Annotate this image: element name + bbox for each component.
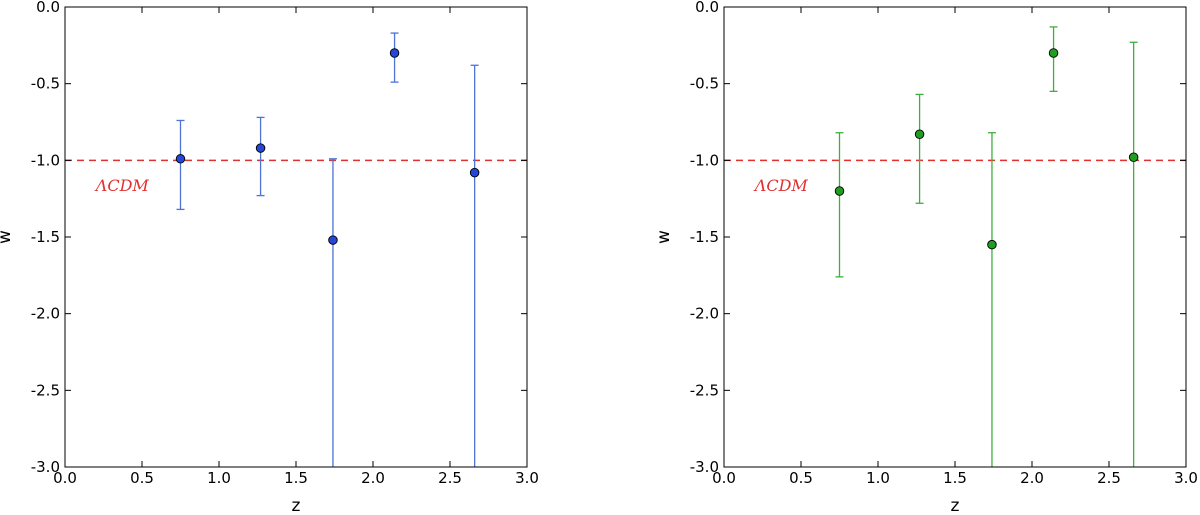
x-tick-label: 1.0 <box>866 469 890 487</box>
x-tick-label: 2.0 <box>361 469 385 487</box>
y-tick-label: -1.0 <box>31 151 60 169</box>
x-tick-label: 2.0 <box>1020 469 1044 487</box>
x-tick-label: 1.5 <box>943 469 967 487</box>
plot-frame <box>723 6 1187 468</box>
data-point-1 <box>255 143 266 153</box>
left-panel: ΛCDM 0.0 0.5 1.0 1.5 2.0 2.5 3.0 0.0 -0.5 -1.0 -1.5… <box>0 0 539 515</box>
x-tick-label: 0.5 <box>130 469 154 487</box>
x-axis-label: z <box>951 496 960 515</box>
data-point-3 <box>389 48 400 58</box>
x-tick-label: 2.5 <box>1097 469 1121 487</box>
data-point-4 <box>1128 152 1139 163</box>
data-point-0 <box>834 186 845 196</box>
x-tick-label: 1.0 <box>207 469 231 487</box>
y-tick-label: -3.0 <box>690 458 719 476</box>
y-tick-label: -3.0 <box>31 458 60 476</box>
x-tick-label: 1.5 <box>284 469 308 487</box>
data-point-3 <box>1048 48 1059 58</box>
data-point-0 <box>175 154 186 164</box>
x-tick-label: 0.5 <box>789 469 813 487</box>
x-tick-label: 3.0 <box>1174 469 1198 487</box>
y-tick-label: 0.0 <box>36 0 60 16</box>
data-point-2 <box>987 239 997 250</box>
y-tick-label: -2.5 <box>690 381 719 399</box>
plot-frame <box>64 6 528 468</box>
x-tick-label: 3.0 <box>515 469 539 487</box>
y-tick-label: -2.0 <box>690 305 719 323</box>
y-tick-label: -1.5 <box>31 228 60 246</box>
data-point-4 <box>469 167 480 178</box>
y-axis-label: w <box>654 230 674 244</box>
x-tick-label: 2.5 <box>438 469 462 487</box>
data-point-2 <box>328 235 338 245</box>
y-tick-label: -0.5 <box>690 75 719 93</box>
lcdm-label: ΛCDM <box>753 176 809 195</box>
x-tick-label: 0.0 <box>712 469 736 487</box>
y-tick-label: -2.5 <box>31 381 60 399</box>
y-tick-label: 0.0 <box>695 0 719 16</box>
lcdm-label: ΛCDM <box>94 176 150 195</box>
right-panel: ΛCDM 0.0 0.5 1.0 1.5 2.0 2.5 3.0 0.0 -0.5 -1.0 -1.5… <box>654 0 1198 515</box>
y-axis-label: w <box>0 230 15 244</box>
x-axis-label: z <box>292 496 301 515</box>
y-tick-label: -1.0 <box>690 151 719 169</box>
data-point-1 <box>914 129 925 140</box>
y-tick-label: -0.5 <box>31 75 60 93</box>
y-tick-label: -1.5 <box>690 228 719 246</box>
x-tick-label: 0.0 <box>53 469 77 487</box>
y-tick-label: -2.0 <box>31 305 60 323</box>
